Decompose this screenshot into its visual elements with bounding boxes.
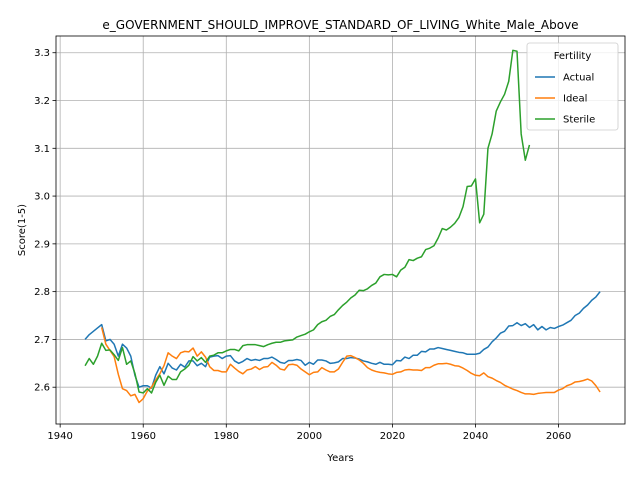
y-tick-label: 2.9: [34, 239, 50, 250]
x-tick-label: 2020: [380, 431, 405, 442]
series-line-sterile: [84, 49, 531, 394]
series-line-actual: [84, 291, 601, 389]
series-layer: [84, 49, 601, 404]
series-line-ideal: [100, 327, 601, 404]
x-axis: 1940 1960 1980 2000 2020 2040 2060: [47, 424, 571, 442]
chart-title: e_GOVERNMENT_SHOULD_IMPROVE_STANDARD_OF_…: [102, 18, 578, 32]
y-tick-label: 3.1: [34, 144, 50, 155]
x-tick-label: 2000: [297, 431, 322, 442]
x-tick-label: 1980: [214, 431, 239, 442]
legend: Fertility Actual Ideal Sterile: [526, 42, 619, 131]
y-tick-label: 2.8: [34, 287, 50, 298]
y-tick-label: 2.6: [34, 383, 50, 394]
y-tick-label: 3.3: [34, 48, 50, 59]
legend-entry-label: Actual: [563, 73, 594, 84]
plot-frame: [55, 35, 626, 425]
legend-title: Fertility: [554, 51, 592, 62]
y-tick-label: 3.2: [34, 96, 50, 107]
x-tick-label: 2040: [463, 431, 488, 442]
x-tick-label: 1940: [47, 431, 72, 442]
x-axis-label: Years: [326, 453, 353, 464]
y-axis: 2.6 2.7 2.8 2.9 3.0 3.1 3.2 3.3: [34, 48, 56, 394]
y-axis-label: Score(1-5): [17, 204, 28, 256]
x-tick-label: 1960: [130, 431, 155, 442]
legend-box: [526, 42, 619, 131]
x-tick-label: 2060: [546, 431, 571, 442]
legend-entry-label: Sterile: [563, 115, 595, 126]
y-tick-label: 3.0: [34, 192, 50, 203]
y-tick-label: 2.7: [34, 335, 50, 346]
legend-entry-label: Ideal: [563, 94, 587, 105]
